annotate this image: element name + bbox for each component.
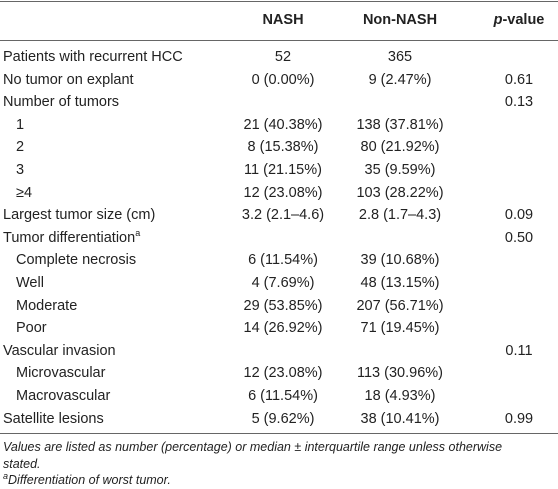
cell-p: 0.09 [504, 207, 534, 224]
row-label: Patients with recurrent HCC [3, 48, 183, 66]
cell-nash: 0 (0.00%) [251, 71, 315, 88]
cell-nash: 6 (11.54%) [248, 252, 318, 269]
cell-non-nash: 38 (10.41%) [360, 410, 440, 427]
cell-p: 0.50 [504, 229, 534, 246]
row-label-text: Poor [16, 320, 47, 337]
footnote-a: aDifferentiation of worst tumor. [3, 470, 171, 489]
row-label: Poor [16, 319, 47, 337]
bottom-rule [0, 433, 558, 434]
row-label: 3 [16, 161, 24, 179]
cell-nash: 5 (9.62%) [251, 410, 315, 427]
cell-non-nash: 103 (28.22%) [356, 184, 444, 201]
row-label: Largest tumor size (cm) [3, 206, 155, 224]
header-p-rest: -value [502, 12, 545, 28]
cell-nash: 12 (23.08%) [243, 365, 323, 382]
cell-p: 0.13 [504, 94, 534, 111]
row-label: Tumor differentiationa [3, 227, 141, 247]
header-p: p [493, 12, 503, 28]
top-rule [0, 1, 558, 2]
footnote-sup: a [3, 470, 9, 481]
row-label-sup: a [135, 227, 141, 238]
row-label-text: Well [16, 275, 44, 291]
row-label: Satellite lesions [3, 410, 104, 428]
cell-nash: 21 (40.38%) [243, 116, 323, 133]
row-label: Vascular invasion [3, 342, 116, 360]
cell-nash: 52 [274, 49, 292, 65]
row-label-text: Satellite lesions [3, 410, 104, 427]
cell-non-nash: 138 (37.81%) [356, 116, 444, 133]
cell-p: 0.61 [504, 71, 534, 88]
row-label-text: Number of tumors [3, 94, 120, 111]
cell-non-nash: 39 (10.68%) [360, 252, 440, 269]
row-label: Well [16, 274, 44, 292]
row-label: Complete necrosis [16, 251, 136, 269]
cell-nash: 3.2 (2.1–4.6) [241, 207, 325, 224]
header-non-nash: Non-NASH [362, 12, 438, 28]
cell-nash: 11 (21.15%) [244, 162, 322, 178]
cell-nash: 12 (23.08%) [243, 184, 323, 201]
header-p-value: p-value [494, 11, 545, 29]
row-label-text: Vascular invasion [3, 342, 116, 359]
header-nash: NASH [262, 12, 304, 28]
row-label: 1 [16, 116, 24, 134]
row-label-text: ≥4 [16, 184, 33, 201]
cell-non-nash: 80 (21.92%) [360, 139, 440, 156]
row-label-text: Tumor differentiation [3, 229, 136, 246]
row-label: No tumor on explant [3, 71, 134, 89]
row-label: Microvascular [16, 364, 105, 382]
row-label: Macrovascular [16, 387, 110, 405]
cell-non-nash: 365 [387, 49, 413, 65]
row-label-text: No tumor on explant [3, 71, 134, 88]
cell-non-nash: 18 (4.93%) [364, 388, 436, 404]
cell-nash: 8 (15.38%) [247, 139, 319, 156]
row-label-text: Largest tumor size (cm) [3, 207, 156, 224]
cell-p: 0.99 [504, 410, 534, 427]
header-rule [0, 40, 558, 41]
cell-nash: 14 (26.92%) [243, 320, 323, 337]
cell-nash: 6 (11.54%) [248, 388, 318, 404]
row-label-text: Patients with recurrent HCC [3, 49, 183, 65]
cell-nash: 29 (53.85%) [243, 297, 323, 314]
cell-non-nash: 35 (9.59%) [364, 162, 436, 178]
row-label-text: Moderate [16, 297, 78, 314]
footnote-note: Values are listed as number (percentage)… [3, 440, 503, 471]
cell-p: 0.11 [505, 342, 533, 359]
row-label: ≥4 [16, 184, 32, 202]
cell-non-nash: 9 (2.47%) [368, 71, 432, 88]
cell-non-nash: 113 (30.96%) [357, 365, 443, 382]
cell-non-nash: 207 (56.71%) [356, 297, 444, 314]
row-label-text: 1 [16, 116, 25, 133]
row-label: Moderate [16, 297, 77, 315]
row-label-text: Macrovascular [16, 388, 111, 404]
row-label: 2 [16, 138, 24, 156]
row-label-text: 3 [16, 162, 25, 178]
row-label-text: Microvascular [16, 365, 106, 382]
row-label: Number of tumors [3, 93, 119, 111]
row-label-text: 2 [16, 139, 25, 156]
cell-nash: 4 (7.69%) [251, 275, 315, 291]
cell-non-nash: 48 (13.15%) [360, 275, 440, 291]
footnote-text: Differentiation of worst tumor. [8, 473, 171, 487]
row-label-text: Complete necrosis [16, 252, 137, 269]
cell-non-nash: 2.8 (1.7–4.3) [358, 207, 442, 224]
cell-non-nash: 71 (19.45%) [360, 320, 440, 337]
